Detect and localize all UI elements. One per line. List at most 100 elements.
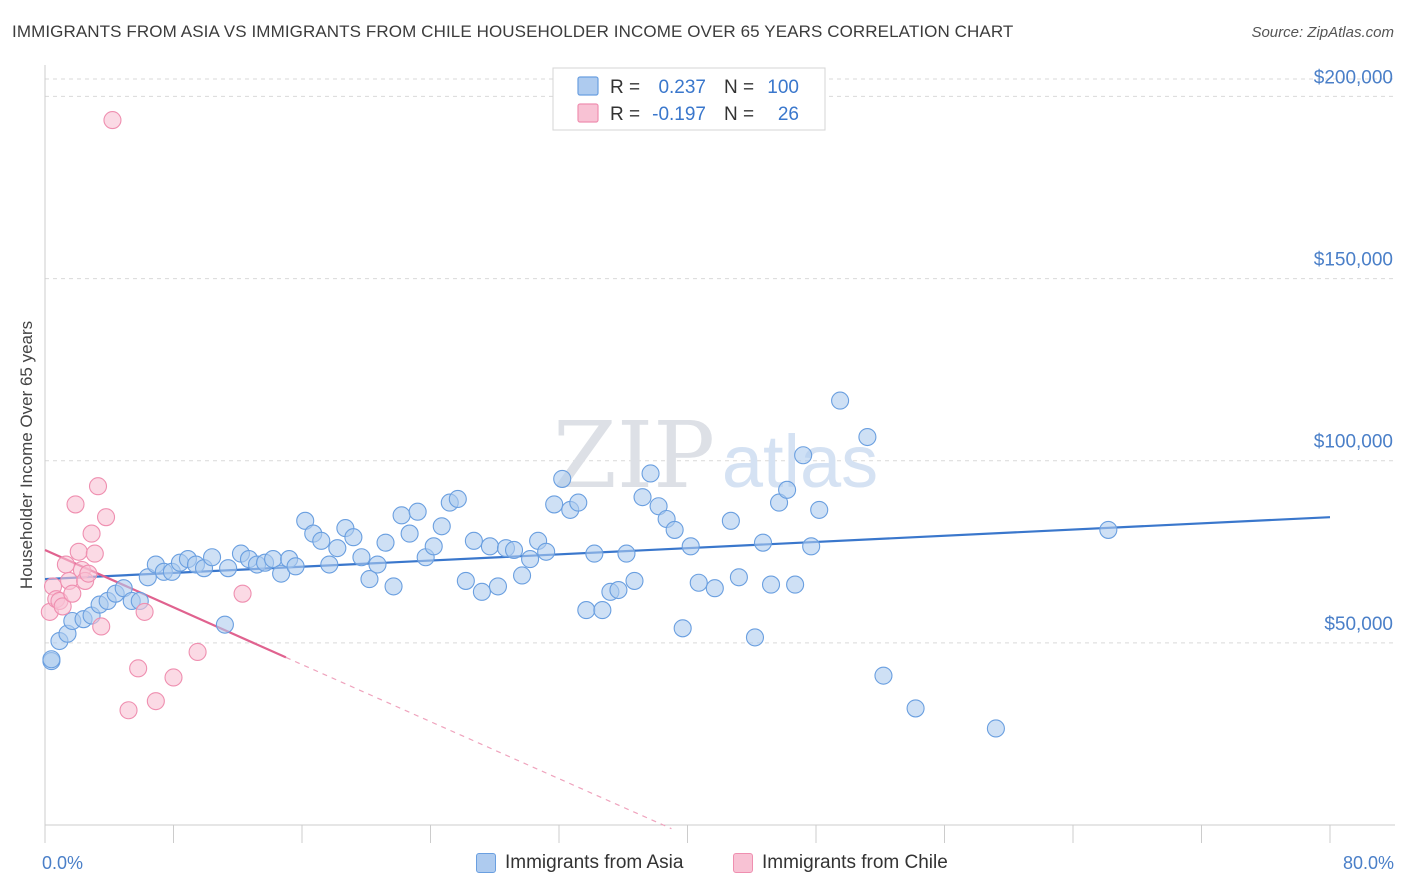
point-asia — [831, 391, 850, 410]
data-points — [40, 111, 1118, 738]
point-asia — [114, 579, 133, 598]
legend-swatch-asia — [476, 853, 496, 873]
watermark-zip: ZIP — [553, 402, 715, 509]
x-tick-label-max: 80.0% — [1342, 853, 1394, 873]
legend-item-asia[interactable]: Immigrants from Asia — [476, 852, 683, 874]
axes — [44, 65, 1395, 843]
point-chile — [56, 555, 75, 574]
point-chile — [66, 495, 85, 514]
point-asia — [344, 528, 363, 547]
stats-legend: R = 0.237 N = 100 R = -0.197 N = 26 — [552, 67, 826, 131]
point-asia — [400, 524, 419, 543]
point-asia — [432, 517, 451, 536]
point-asia — [138, 568, 157, 587]
point-asia — [286, 557, 305, 576]
point-asia — [609, 580, 628, 600]
trend-line-extension — [285, 656, 672, 830]
point-asia — [802, 537, 821, 556]
point-asia — [770, 493, 789, 512]
legend-swatch-chile — [733, 853, 753, 873]
point-asia — [681, 537, 700, 556]
point-asia — [673, 619, 692, 638]
point-asia — [810, 500, 829, 519]
point-chile — [79, 564, 98, 583]
point-asia — [553, 469, 572, 488]
point-asia — [705, 579, 724, 598]
stats-r-value: -0.197 — [652, 104, 706, 125]
point-asia — [585, 544, 604, 563]
stats-n-label: N = — [724, 77, 754, 98]
point-asia — [874, 666, 893, 685]
point-chile — [53, 597, 72, 616]
y-tick-label: $150,000 — [1314, 250, 1393, 271]
point-asia — [376, 533, 395, 552]
point-asia — [665, 520, 684, 539]
point-asia — [203, 548, 222, 567]
point-asia — [272, 564, 291, 583]
point-chile — [233, 584, 252, 603]
point-asia — [219, 559, 238, 578]
y-axis-label: Householder Income Over 65 years — [17, 320, 36, 590]
point-asia — [593, 601, 612, 620]
point-chile — [82, 524, 101, 543]
stats-r-label: R = — [610, 77, 640, 98]
point-asia — [352, 548, 371, 567]
point-asia — [729, 568, 748, 587]
point-asia — [794, 446, 813, 465]
point-chile — [88, 477, 108, 496]
y-tick-label: $200,000 — [1314, 67, 1393, 88]
chart-title: IMMIGRANTS FROM ASIA VS IMMIGRANTS FROM … — [12, 22, 1014, 41]
point-chile — [135, 602, 154, 621]
point-asia — [753, 533, 773, 552]
point-chile — [103, 111, 122, 130]
point-asia — [42, 650, 61, 669]
point-asia — [312, 531, 331, 550]
point-asia — [368, 555, 387, 574]
legend-label-asia: Immigrants from Asia — [505, 852, 684, 873]
point-asia — [689, 573, 708, 592]
point-asia — [537, 542, 556, 561]
point-asia — [858, 427, 877, 447]
point-asia — [472, 582, 491, 601]
watermark: ZIP atlas — [553, 402, 878, 509]
point-asia — [464, 531, 483, 550]
point-asia — [215, 615, 234, 634]
point-asia — [721, 511, 740, 530]
chart-source: Source: ZipAtlas.com — [1251, 24, 1394, 41]
point-asia — [986, 719, 1005, 738]
stats-r-label: R = — [610, 104, 640, 125]
x-tick-label-min: 0.0% — [42, 853, 84, 873]
point-chile — [164, 668, 183, 687]
point-asia — [906, 699, 925, 718]
point-asia — [786, 575, 805, 594]
point-chile — [119, 701, 138, 720]
point-chile — [92, 617, 111, 636]
point-asia — [384, 577, 403, 596]
point-chile — [69, 542, 88, 561]
point-asia — [778, 480, 797, 499]
legend-item-chile[interactable]: Immigrants from Chile — [733, 852, 948, 874]
point-asia — [456, 571, 475, 590]
point-asia — [649, 497, 668, 516]
point-asia — [513, 566, 532, 585]
point-chile — [129, 659, 148, 678]
series-legend: Immigrants from Asia Immigrants from Chi… — [0, 852, 1406, 876]
point-chile — [146, 692, 165, 711]
point-asia — [569, 493, 588, 512]
stats-n-label: N = — [724, 104, 754, 125]
y-tick-label: $100,000 — [1314, 432, 1393, 453]
y-tick-label: $50,000 — [1324, 614, 1393, 635]
point-chile — [96, 508, 116, 527]
point-asia — [633, 488, 652, 507]
trend-lines — [44, 516, 1331, 830]
stats-r-value: 0.237 — [658, 77, 706, 98]
legend-label-chile: Immigrants from Chile — [762, 852, 948, 873]
point-asia — [360, 570, 379, 589]
point-chile — [63, 584, 82, 603]
point-asia — [617, 544, 636, 563]
point-asia — [448, 489, 467, 509]
point-asia — [545, 495, 564, 514]
point-asia — [625, 571, 644, 590]
point-asia — [577, 601, 596, 620]
